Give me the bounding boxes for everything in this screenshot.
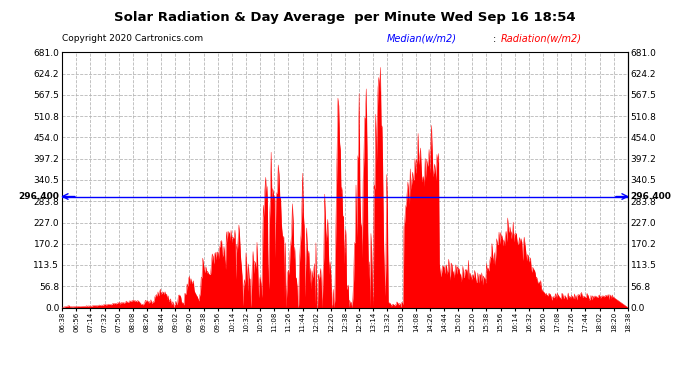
Text: :: : (493, 34, 497, 44)
Text: Median(w/m2): Median(w/m2) (386, 34, 456, 44)
Text: Copyright 2020 Cartronics.com: Copyright 2020 Cartronics.com (62, 34, 204, 43)
Text: Radiation(w/m2): Radiation(w/m2) (500, 34, 581, 44)
Text: 296.400: 296.400 (631, 192, 671, 201)
Text: Solar Radiation & Day Average  per Minute Wed Sep 16 18:54: Solar Radiation & Day Average per Minute… (114, 11, 576, 24)
Text: 296.400: 296.400 (19, 192, 59, 201)
